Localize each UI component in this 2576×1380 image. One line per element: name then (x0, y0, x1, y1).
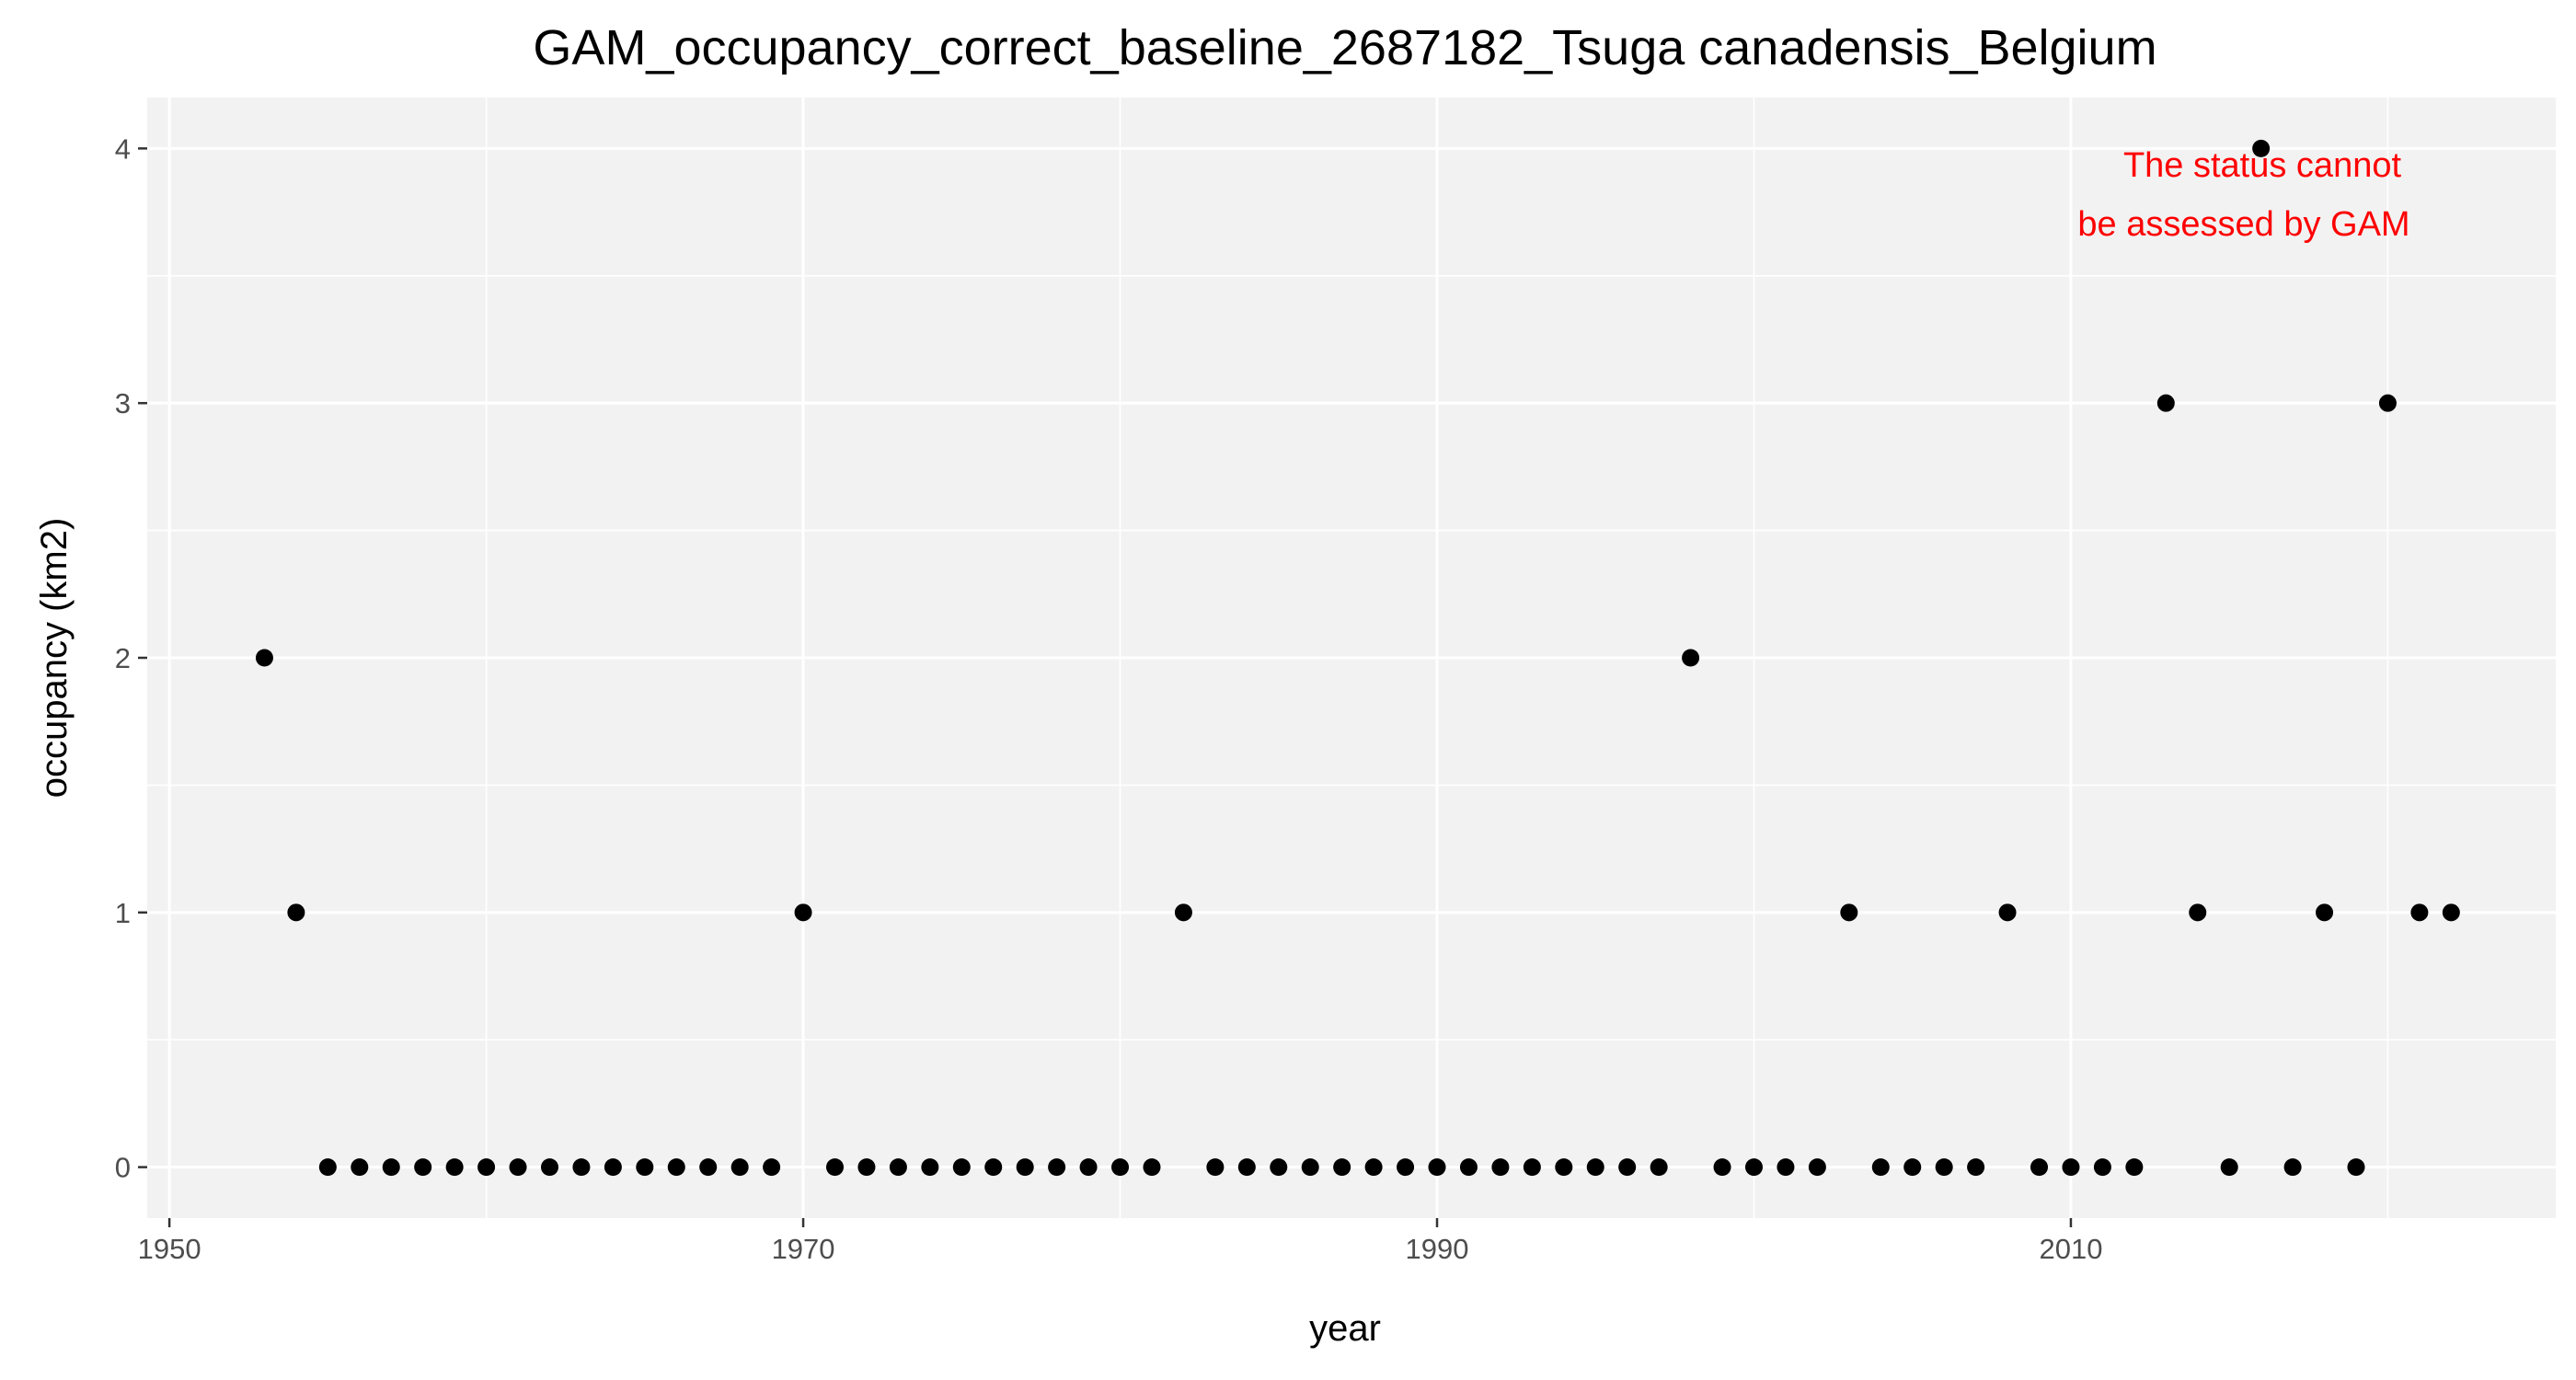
y-tick-label: 2 (115, 642, 131, 674)
data-point (2125, 1158, 2144, 1177)
chart-title: GAM_occupancy_correct_baseline_2687182_T… (533, 20, 2156, 75)
data-point (2189, 903, 2207, 922)
data-point (1428, 1158, 1446, 1177)
y-tick-label: 0 (115, 1152, 131, 1184)
data-point (1301, 1158, 1319, 1177)
data-point (255, 649, 273, 667)
data-point (1713, 1158, 1731, 1177)
y-tick-label: 4 (115, 132, 131, 165)
data-point (2378, 394, 2397, 412)
data-point (351, 1158, 369, 1177)
data-point (1523, 1158, 1541, 1177)
y-axis: 0 1 2 3 4 (115, 132, 147, 1184)
data-point (1459, 1158, 1478, 1177)
data-point (1270, 1158, 1288, 1177)
data-point (287, 903, 305, 922)
data-point (952, 1158, 971, 1177)
data-point (699, 1158, 718, 1177)
data-point (1364, 1158, 1383, 1177)
x-axis: 1950 1970 1990 2010 (138, 1218, 2102, 1265)
data-point (1048, 1158, 1066, 1177)
data-point (763, 1158, 781, 1177)
data-point (1808, 1158, 1826, 1177)
data-point (984, 1158, 1003, 1177)
data-point (604, 1158, 622, 1177)
data-point (1682, 649, 1700, 667)
data-point (1998, 903, 2017, 922)
x-tick-label: 1970 (772, 1233, 835, 1265)
data-point (636, 1158, 654, 1177)
data-point (1586, 1158, 1604, 1177)
data-point (2062, 1158, 2080, 1177)
data-point (2316, 903, 2334, 922)
data-point (445, 1158, 464, 1177)
y-tick-label: 1 (115, 897, 131, 929)
data-point (1397, 1158, 1415, 1177)
data-point (1143, 1158, 1161, 1177)
data-point (1967, 1158, 1985, 1177)
data-point (2093, 1158, 2111, 1177)
data-point (540, 1158, 558, 1177)
data-point (667, 1158, 685, 1177)
data-point (318, 1158, 337, 1177)
data-point (2220, 1158, 2238, 1177)
data-point (826, 1158, 845, 1177)
data-point (382, 1158, 400, 1177)
data-point (1871, 1158, 1890, 1177)
data-point (1618, 1158, 1637, 1177)
x-tick-label: 1990 (1406, 1233, 1469, 1265)
data-point (1237, 1158, 1256, 1177)
data-point (1935, 1158, 1953, 1177)
data-point (1111, 1158, 1130, 1177)
data-point (477, 1158, 496, 1177)
data-point (2252, 139, 2271, 157)
x-tick-label: 1950 (138, 1233, 201, 1265)
data-point (889, 1158, 907, 1177)
data-point (2410, 903, 2429, 922)
data-point (2283, 1158, 2302, 1177)
data-point (572, 1158, 591, 1177)
data-point (1491, 1158, 1510, 1177)
y-axis-title: occupancy (km2) (34, 518, 75, 799)
data-point (921, 1158, 939, 1177)
y-tick-label: 3 (115, 387, 131, 420)
data-points (255, 139, 2460, 1177)
data-point (1650, 1158, 1668, 1177)
data-point (2030, 1158, 2049, 1177)
data-point (2347, 1158, 2365, 1177)
data-point (1903, 1158, 1922, 1177)
data-point (2442, 903, 2460, 922)
data-point (1206, 1158, 1225, 1177)
data-point (1016, 1158, 1034, 1177)
major-gridlines (147, 98, 2556, 1218)
data-point (1555, 1158, 1573, 1177)
data-point (1744, 1158, 1763, 1177)
data-point (730, 1158, 749, 1177)
data-point (1079, 1158, 1098, 1177)
data-point (857, 1158, 876, 1177)
data-point (1840, 903, 1858, 922)
data-point (414, 1158, 432, 1177)
annotation-line-2: be assessed by GAM (2077, 205, 2409, 244)
x-tick-label: 2010 (2039, 1233, 2102, 1265)
data-point (794, 903, 812, 922)
data-point (2156, 394, 2175, 412)
data-point (1174, 903, 1192, 922)
annotation-line-1: The status cannot (2123, 146, 2402, 185)
x-axis-title: year (1309, 1308, 1381, 1349)
data-point (509, 1158, 527, 1177)
data-point (1777, 1158, 1795, 1177)
data-point (1333, 1158, 1351, 1177)
